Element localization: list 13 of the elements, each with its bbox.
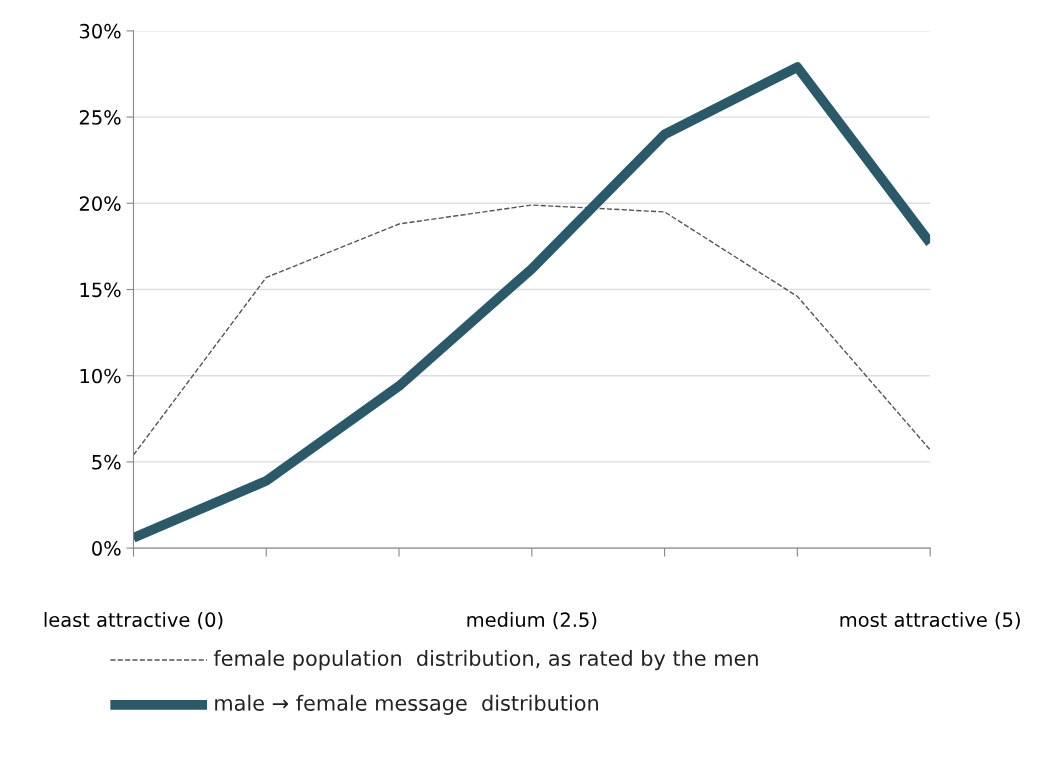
- y-tick-label: 30%: [79, 23, 121, 39]
- x-tick-label: most attractive (5): [840, 612, 1020, 630]
- y-tick-label: 20%: [79, 196, 121, 211]
- y-tick-label: 25%: [79, 110, 121, 125]
- x-tick-label: least attractive (0): [44, 612, 223, 630]
- legend-label: male → female message distribution: [215, 694, 598, 715]
- legend-label: female population distribution, as rated by the men: [213, 649, 758, 671]
- y-tick-label: 10%: [80, 368, 121, 384]
- y-tick-label: 0%: [92, 541, 121, 556]
- line-series: [133, 204, 931, 456]
- y-tick-label: 5%: [92, 454, 121, 470]
- y-tick-label: 15%: [80, 282, 121, 298]
- x-tick-label: medium (2.5): [467, 612, 597, 630]
